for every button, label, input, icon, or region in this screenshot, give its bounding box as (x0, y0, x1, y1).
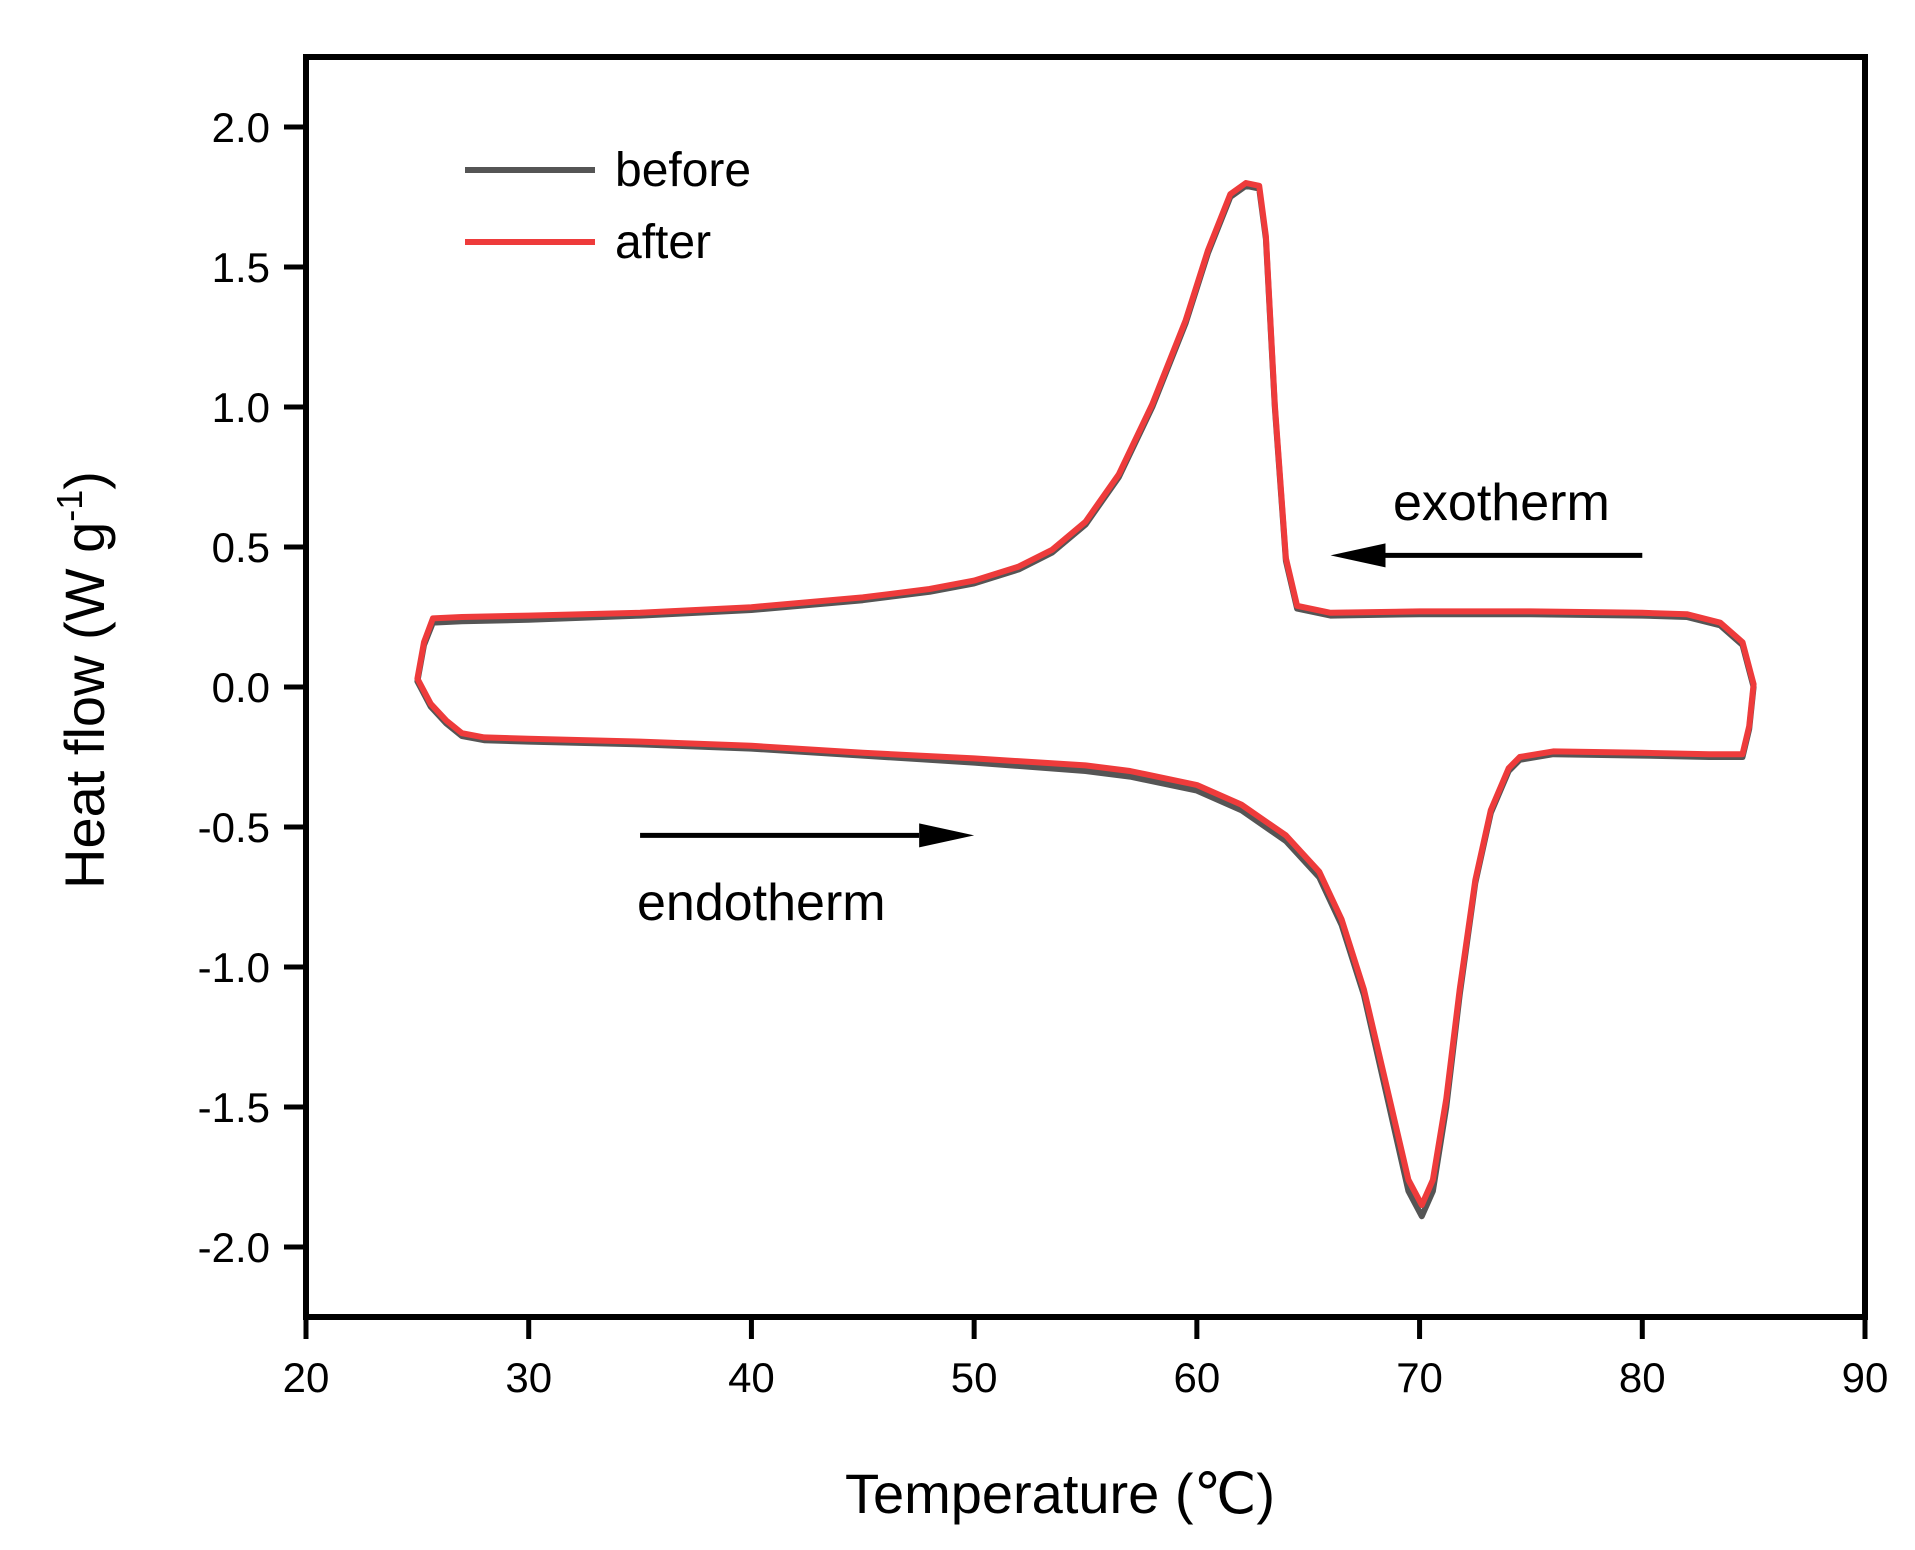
y-tick-label: -2.0 (198, 1224, 270, 1271)
x-tick-label: 30 (505, 1354, 552, 1401)
x-tick-label: 90 (1842, 1354, 1889, 1401)
x-tick-label: 50 (951, 1354, 998, 1401)
x-tick-label: 80 (1619, 1354, 1666, 1401)
endotherm-label: endotherm (637, 874, 886, 932)
y-tick-label: 0.5 (212, 524, 270, 571)
x-axis-title: Temperature (℃) (845, 1462, 1275, 1525)
exotherm-label: exotherm (1393, 474, 1610, 532)
exotherm-arrow-head (1330, 543, 1386, 568)
plot-frame (303, 54, 1868, 1320)
x-tick-label: 40 (728, 1354, 775, 1401)
y-tick-label: 1.0 (212, 384, 270, 431)
x-tick-label: 60 (1173, 1354, 1220, 1401)
y-axis-title-main: Heat flow (W g (53, 522, 116, 889)
y-tick-label: -1.0 (198, 944, 270, 991)
annotation-endotherm: endotherm (637, 823, 975, 932)
endotherm-arrow-head (919, 823, 975, 848)
y-tick-label: 1.5 (212, 244, 270, 291)
y-axis-title-sup: -1 (49, 490, 90, 522)
series-line-after (414, 180, 1757, 1208)
x-tick-label: 70 (1396, 1354, 1443, 1401)
legend: before after (465, 144, 751, 269)
x-axis-ticks: 20 30 40 50 60 70 80 90 (283, 1317, 1889, 1401)
y-axis-ticks: 2.0 1.5 1.0 0.5 0.0 -0.5 -1.0 -1.5 -2.0 (198, 104, 306, 1271)
y-tick-label: -1.5 (198, 1084, 270, 1131)
y-axis-title: Heat flow (W g-1) (49, 471, 116, 889)
y-tick-label: 2.0 (212, 104, 270, 151)
annotation-exotherm: exotherm (1330, 474, 1643, 568)
x-tick-label: 20 (283, 1354, 330, 1401)
series-layer (414, 180, 1757, 1220)
legend-label-after: after (615, 216, 711, 269)
y-tick-label: -0.5 (198, 804, 270, 851)
y-axis-title-close: ) (53, 471, 116, 490)
legend-label-before: before (615, 144, 751, 197)
y-tick-label: 0.0 (212, 664, 270, 711)
series-line-before (414, 182, 1757, 1220)
